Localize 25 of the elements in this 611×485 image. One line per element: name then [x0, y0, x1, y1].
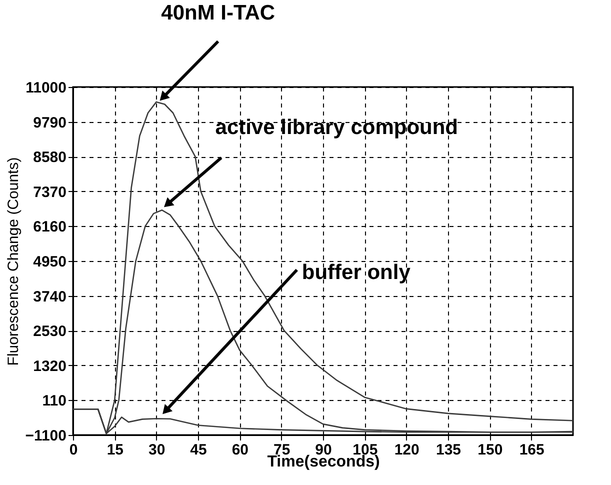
x-tick-label: 15 [106, 442, 124, 458]
y-tick-label: 3740 [33, 288, 66, 306]
x-tick-label: 150 [478, 442, 503, 458]
x-tick-label: 0 [69, 442, 78, 458]
x-tick-label: 120 [394, 442, 420, 458]
y-tick-label: 9790 [33, 114, 66, 132]
x-tick-label: 90 [315, 442, 332, 458]
x-tick-label: 30 [148, 442, 166, 458]
x-tick-label: 135 [436, 442, 462, 458]
y-tick-label: 1320 [33, 358, 66, 375]
y-tick-label: 6160 [33, 218, 66, 236]
annotation: active library compound [215, 116, 458, 139]
y-tick-label: 8580 [33, 149, 66, 166]
annotation: 40nM I-TAC [161, 1, 276, 24]
y-tick-label: 4950 [33, 254, 66, 270]
annotation: buffer only [302, 260, 411, 284]
y-tick-label: 110 [42, 392, 66, 410]
y-axis-title: Fluorescence Change (Counts) [5, 157, 22, 366]
y-tick-label: 7370 [33, 184, 66, 201]
y-tick-label: 11000 [26, 80, 66, 96]
y-tick-label: −1100 [25, 428, 66, 444]
x-tick-label: 45 [190, 442, 207, 458]
x-tick-label: 60 [232, 442, 249, 458]
y-tick-label: 2530 [33, 323, 66, 340]
x-tick-label: 165 [519, 442, 544, 458]
